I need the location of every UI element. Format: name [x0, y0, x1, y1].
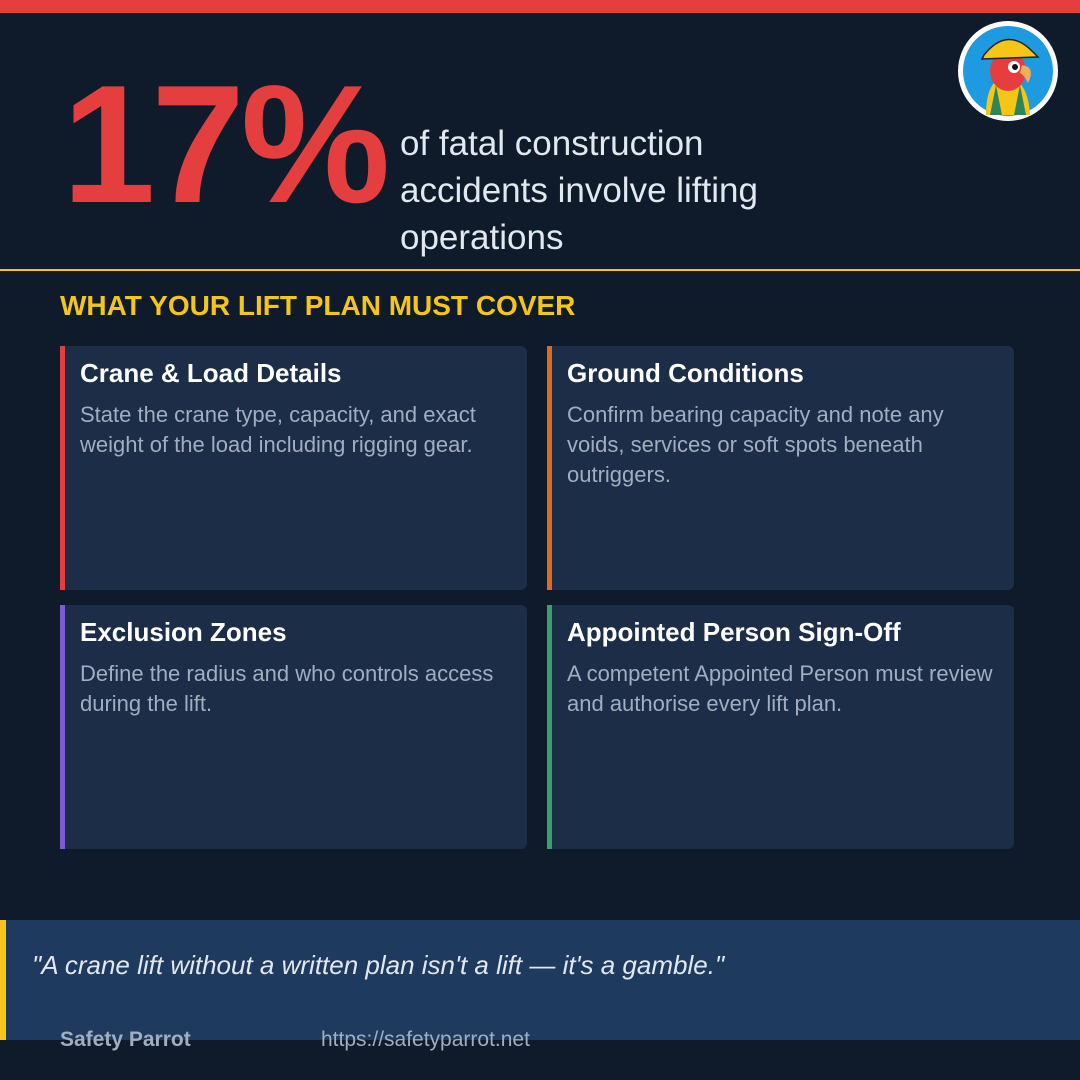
- card: Exclusion Zones Define the radius and who…: [60, 605, 527, 849]
- top-bar: [0, 0, 1080, 13]
- card: Ground Conditions Confirm bearing capacit…: [547, 346, 1014, 590]
- divider: [0, 269, 1080, 271]
- card-body: State the crane type, capacity, and exac…: [80, 402, 476, 457]
- brand: Safety Parrot: [60, 1028, 191, 1051]
- logo: [958, 21, 1058, 121]
- card-title: Exclusion Zones: [80, 617, 287, 647]
- card-title: Ground Conditions: [567, 358, 804, 388]
- card-title: Appointed Person Sign-Off: [567, 617, 901, 647]
- card-title: Crane & Load Details: [80, 358, 342, 388]
- stat-text: of fatal construction accidents involve …: [400, 124, 758, 257]
- quote: "A crane lift without a written plan isn…: [32, 950, 725, 980]
- stat-number: 17%: [62, 50, 390, 238]
- section-title: WHAT YOUR LIFT PLAN MUST COVER: [60, 290, 576, 321]
- card-body: Define the radius and who controls acces…: [80, 661, 494, 716]
- card-body: A competent Appointed Person must review…: [567, 661, 993, 716]
- card-body: Confirm bearing capacity and note any vo…: [567, 402, 944, 487]
- card: Appointed Person Sign-Off A competent App…: [547, 605, 1014, 849]
- card: Crane & Load Details State the crane type…: [60, 346, 527, 590]
- quote-band: [0, 920, 1080, 1040]
- url: https://safetyparrot.net: [321, 1028, 530, 1051]
